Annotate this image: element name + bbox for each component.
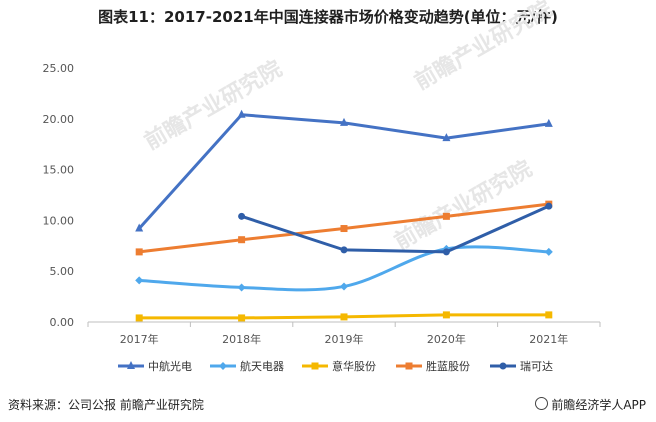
source-note: 资料来源：公司公报 前瞻产业研究院: [8, 398, 204, 412]
y-tick-label: 5.00: [50, 265, 75, 278]
legend-marker: [405, 362, 413, 370]
data-point: [237, 283, 246, 292]
data-point: [135, 248, 143, 256]
brand-logo-icon: [535, 397, 549, 410]
data-point: [544, 247, 553, 256]
data-point: [442, 133, 451, 142]
line-chart: 前瞻产业研究院前瞻产业研究院前瞻产业研究院0.005.0010.0015.002…: [43, 0, 601, 373]
data-point: [238, 314, 246, 322]
x-tick-label: 2018年: [222, 332, 261, 346]
y-tick-label: 10.00: [43, 214, 75, 227]
data-point: [340, 313, 348, 321]
data-point: [442, 311, 450, 319]
legend-label: 意华股份: [332, 359, 376, 373]
data-point: [135, 276, 144, 285]
data-point: [238, 236, 246, 244]
x-tick-label: 2021年: [529, 332, 568, 346]
watermark-text: 前瞻产业研究院: [410, 0, 556, 95]
brand-label: 前瞻经济学人APP: [535, 396, 646, 413]
y-tick-label: 20.00: [43, 113, 75, 126]
data-point: [545, 311, 553, 319]
data-point: [340, 246, 348, 254]
legend-marker: [127, 361, 135, 369]
data-point: [340, 225, 348, 233]
data-point: [442, 212, 450, 220]
chart-title: 图表11：2017-2021年中国连接器市场价格变动趋势(单位：元/件): [98, 8, 558, 26]
legend-label: 瑞可达: [520, 359, 553, 373]
data-point: [237, 109, 246, 118]
data-point: [135, 314, 143, 322]
data-point: [135, 223, 144, 232]
legend-label: 胜蓝股份: [426, 359, 470, 373]
y-tick-label: 0.00: [50, 316, 75, 329]
data-point: [442, 248, 450, 256]
data-point: [238, 212, 246, 220]
x-tick-label: 2019年: [325, 332, 364, 346]
data-point: [340, 117, 348, 126]
data-point: [340, 282, 348, 291]
brand-text: 前瞻经济学人APP: [551, 398, 646, 412]
legend-label: 航天电器: [240, 359, 284, 373]
legend-marker: [499, 362, 507, 370]
watermark-text: 前瞻产业研究院: [140, 56, 286, 156]
legend-label: 中航光电: [148, 359, 192, 373]
y-tick-label: 15.00: [43, 164, 75, 177]
series-line: [240, 204, 551, 254]
x-tick-label: 2020年: [427, 332, 466, 346]
legend-marker: [219, 362, 227, 370]
y-tick-label: 25.00: [43, 62, 75, 75]
data-point: [545, 202, 553, 210]
data-point: [544, 118, 553, 127]
x-tick-label: 2017年: [120, 332, 159, 346]
watermark-text: 前瞻产业研究院: [390, 156, 536, 256]
legend-marker: [311, 362, 319, 370]
